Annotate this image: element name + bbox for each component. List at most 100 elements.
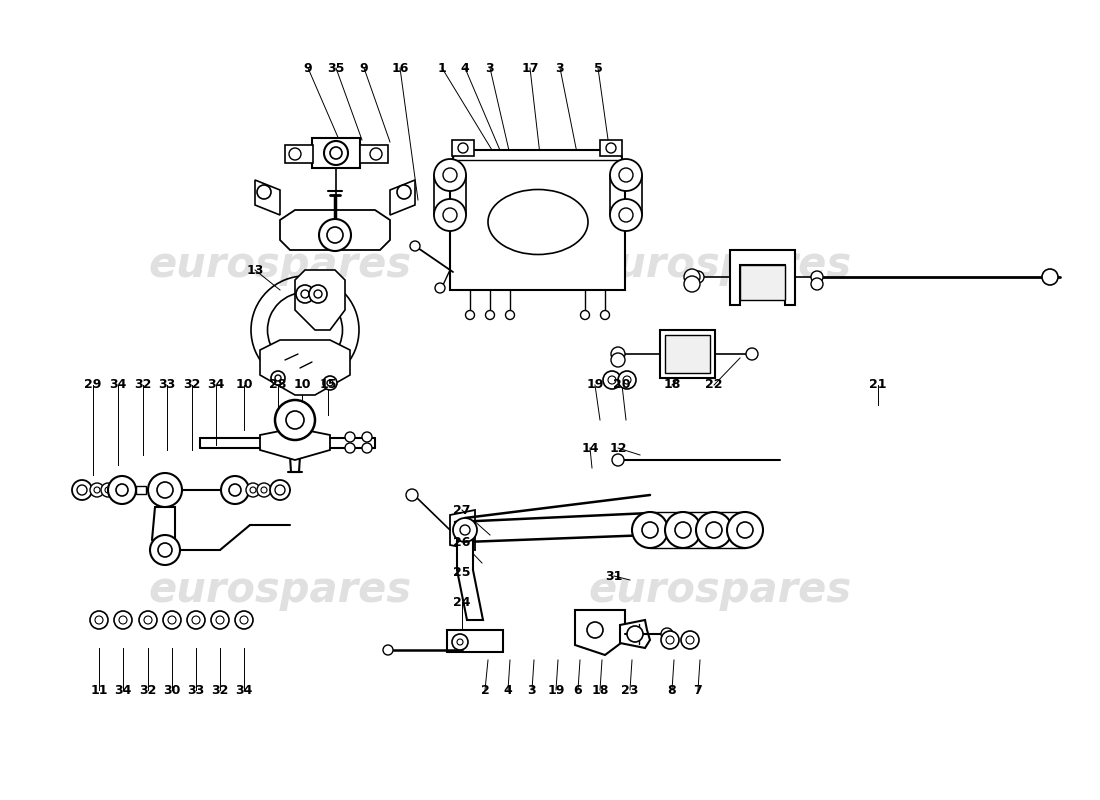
Bar	[285, 145, 314, 163]
Bar	[666, 335, 710, 373]
Text: 34: 34	[235, 683, 253, 697]
Circle shape	[324, 141, 348, 165]
Text: 10: 10	[235, 378, 253, 391]
Text: 34: 34	[109, 378, 126, 391]
Circle shape	[675, 522, 691, 538]
Circle shape	[257, 185, 271, 199]
Circle shape	[506, 310, 515, 319]
Circle shape	[485, 310, 495, 319]
Text: 9: 9	[304, 62, 312, 74]
Circle shape	[257, 483, 271, 497]
Circle shape	[309, 285, 327, 303]
Text: 20: 20	[614, 378, 630, 391]
Text: 11: 11	[90, 683, 108, 697]
Circle shape	[587, 622, 603, 638]
Text: 30: 30	[163, 683, 180, 697]
Circle shape	[453, 518, 477, 542]
Circle shape	[434, 199, 466, 231]
Circle shape	[811, 271, 823, 283]
Circle shape	[706, 522, 722, 538]
Bar	[136, 486, 146, 494]
Text: eurospares: eurospares	[588, 569, 851, 611]
Circle shape	[327, 380, 333, 386]
Circle shape	[410, 241, 420, 251]
Text: eurospares: eurospares	[148, 244, 411, 286]
Text: eurospares: eurospares	[588, 244, 851, 286]
Circle shape	[727, 512, 763, 548]
Circle shape	[327, 227, 343, 243]
Text: 35: 35	[328, 62, 344, 74]
Circle shape	[235, 611, 253, 629]
Circle shape	[187, 611, 205, 629]
Circle shape	[77, 485, 87, 495]
Text: 7: 7	[694, 683, 703, 697]
Circle shape	[619, 208, 632, 222]
Circle shape	[72, 480, 92, 500]
Text: 17: 17	[521, 62, 539, 74]
Text: 3: 3	[486, 62, 494, 74]
Circle shape	[661, 628, 673, 640]
Circle shape	[286, 411, 304, 429]
Circle shape	[314, 290, 322, 298]
Circle shape	[692, 271, 704, 283]
Text: 9: 9	[360, 62, 368, 74]
Circle shape	[696, 512, 732, 548]
Circle shape	[681, 631, 698, 649]
Circle shape	[240, 616, 248, 624]
Bar	[660, 330, 715, 378]
Circle shape	[606, 143, 616, 153]
Circle shape	[661, 631, 679, 649]
Text: 5: 5	[594, 62, 603, 74]
Text: 26: 26	[453, 535, 471, 549]
Circle shape	[406, 489, 418, 501]
Circle shape	[610, 353, 625, 367]
Text: 34: 34	[114, 683, 132, 697]
Circle shape	[90, 483, 104, 497]
Text: 1: 1	[438, 62, 447, 74]
Circle shape	[139, 611, 157, 629]
Text: 8: 8	[668, 683, 676, 697]
Text: 3: 3	[528, 683, 537, 697]
Circle shape	[619, 168, 632, 182]
Circle shape	[460, 525, 470, 535]
Circle shape	[684, 276, 700, 292]
Circle shape	[150, 535, 180, 565]
Text: 32: 32	[211, 683, 229, 697]
Text: 19: 19	[586, 378, 604, 391]
Text: 28: 28	[270, 378, 287, 391]
Circle shape	[104, 487, 111, 493]
Circle shape	[275, 485, 285, 495]
Text: 3: 3	[556, 62, 564, 74]
Text: 16: 16	[392, 62, 409, 74]
Circle shape	[221, 476, 249, 504]
Circle shape	[296, 285, 314, 303]
Circle shape	[216, 616, 224, 624]
Circle shape	[114, 611, 132, 629]
Circle shape	[158, 543, 172, 557]
Circle shape	[108, 476, 136, 504]
Circle shape	[301, 290, 309, 298]
Circle shape	[1042, 269, 1058, 285]
Text: 4: 4	[461, 62, 470, 74]
Text: 21: 21	[869, 378, 887, 391]
Circle shape	[144, 616, 152, 624]
Circle shape	[157, 482, 173, 498]
Polygon shape	[295, 270, 345, 330]
Circle shape	[645, 515, 654, 525]
Circle shape	[623, 376, 631, 384]
Circle shape	[610, 159, 642, 191]
Circle shape	[684, 269, 700, 285]
Circle shape	[192, 616, 200, 624]
Bar	[600, 140, 621, 156]
Bar	[360, 145, 388, 163]
Circle shape	[211, 611, 229, 629]
Polygon shape	[289, 440, 301, 472]
Text: 10: 10	[294, 378, 310, 391]
Circle shape	[666, 636, 674, 644]
Circle shape	[612, 454, 624, 466]
Polygon shape	[620, 620, 650, 648]
Circle shape	[229, 484, 241, 496]
Circle shape	[345, 432, 355, 442]
Circle shape	[666, 512, 701, 548]
Polygon shape	[152, 507, 175, 550]
